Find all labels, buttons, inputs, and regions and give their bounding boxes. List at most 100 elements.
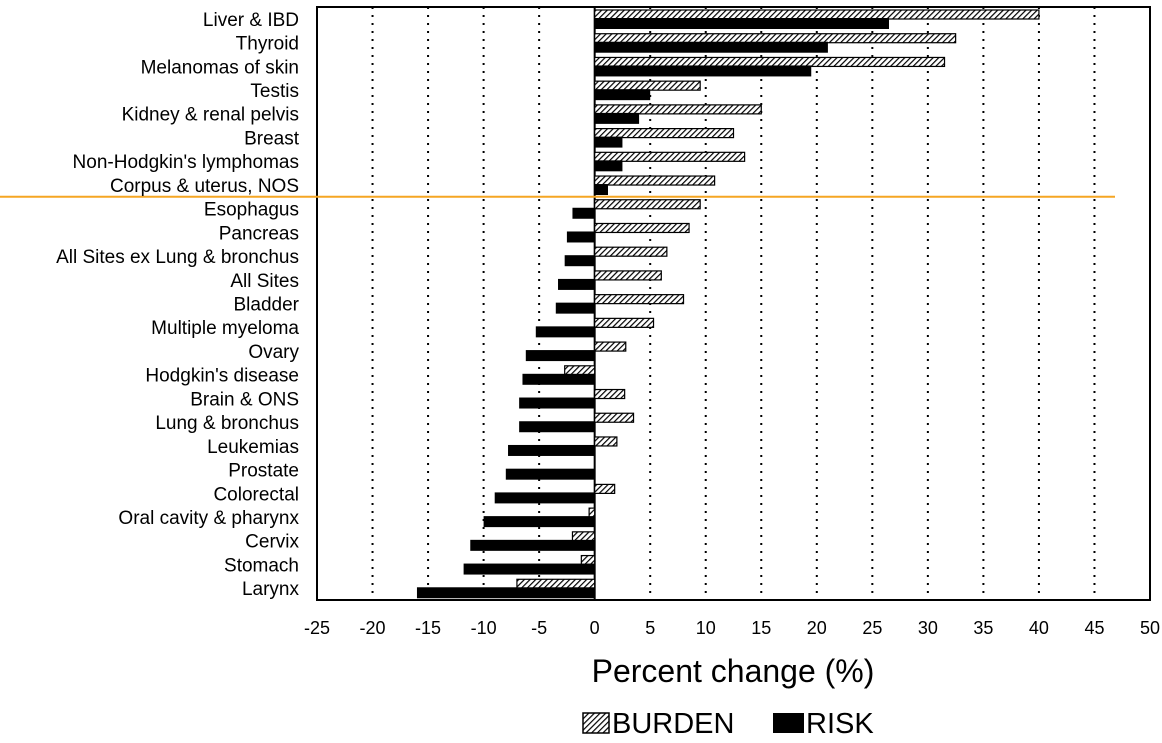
category-label: Breast [244, 128, 300, 149]
bar-burden [594, 294, 685, 305]
bar-risk [494, 492, 595, 504]
bar-burden [594, 436, 618, 447]
x-tick-label: 0 [590, 618, 600, 638]
bar-risk [470, 539, 595, 551]
bar-burden [594, 412, 635, 423]
category-label: Testis [250, 81, 299, 102]
category-label: Melanomas of skin [141, 57, 299, 78]
bar-risk [594, 184, 608, 196]
x-tick-label: -10 [471, 618, 497, 638]
x-tick-label: 45 [1084, 618, 1104, 638]
bar-burden [571, 531, 596, 542]
bar-burden [594, 483, 616, 494]
bar-risk [508, 444, 595, 456]
bar-burden [594, 270, 662, 281]
x-tick-label: -25 [304, 618, 330, 638]
category-label: Colorectal [213, 484, 299, 505]
bar-risk [522, 373, 595, 385]
bar-risk [566, 231, 595, 243]
bar-burden [594, 175, 716, 186]
category-label: Hodgkin's disease [145, 366, 299, 387]
bar-risk [594, 160, 623, 172]
bar-risk [572, 207, 595, 219]
bar-risk [519, 397, 595, 409]
x-axis-title: Percent change (%) [592, 653, 875, 689]
legend: BURDEN RISK [582, 708, 874, 740]
category-label: Bladder [234, 295, 300, 316]
x-tick-label: -5 [531, 618, 547, 638]
category-label: Liver & IBD [203, 10, 299, 31]
x-tick-label: 30 [918, 618, 938, 638]
category-label: Lung & bronchus [155, 413, 299, 434]
bar-risk [594, 136, 623, 148]
bar-burden [588, 507, 596, 518]
x-tick-label: 20 [807, 618, 827, 638]
bar-burden [564, 365, 596, 376]
category-label: All Sites ex Lung & bronchus [56, 247, 299, 268]
bar-burden [594, 151, 746, 162]
bar-burden [594, 56, 946, 68]
bar-burden [594, 104, 762, 115]
x-tick-label: -20 [360, 618, 386, 638]
bar-risk [505, 468, 595, 480]
bar-risk [483, 516, 595, 528]
x-tick-label: 5 [645, 618, 655, 638]
bar-risk [594, 112, 640, 124]
bar-burden [594, 317, 655, 328]
bar-risk [416, 587, 595, 599]
bar-risk [463, 563, 595, 575]
category-label: Esophagus [204, 200, 299, 221]
category-label: Kidney & renal pelvis [122, 105, 299, 126]
x-tick-label: 50 [1140, 618, 1160, 638]
bar-burden [594, 341, 627, 352]
category-label: Corpus & uterus, NOS [110, 176, 299, 197]
bar-risk [558, 278, 595, 290]
bar-burden [594, 9, 1040, 20]
bar-risk [564, 255, 595, 267]
bar-risk [525, 350, 595, 362]
x-tick-label: 40 [1029, 618, 1049, 638]
x-tick-label: 15 [751, 618, 771, 638]
category-label: Ovary [248, 342, 299, 363]
category-label: Larynx [242, 579, 300, 600]
bar-burden [594, 246, 668, 257]
x-tick-label: 25 [862, 618, 882, 638]
bar-burden [594, 33, 957, 44]
bar-burden [594, 80, 701, 91]
bar-risk [535, 326, 595, 338]
bar-risk [594, 41, 828, 53]
category-label: Oral cavity & pharynx [118, 508, 299, 529]
bar-risk [594, 89, 651, 101]
bar-burden [594, 222, 690, 234]
category-label: Non-Hodgkin's lymphomas [73, 152, 299, 173]
bar-risk [594, 18, 889, 29]
bar-burden [594, 199, 701, 210]
category-label: Prostate [228, 461, 299, 482]
legend-swatch-burden [582, 712, 610, 734]
bar-risk [555, 302, 595, 314]
legend-label-burden: BURDEN [612, 708, 734, 738]
x-tick-label: 10 [696, 618, 716, 638]
category-label: Leukemias [207, 437, 299, 458]
category-label: Stomach [224, 555, 299, 576]
legend-swatch-risk [773, 713, 804, 733]
category-label: Pancreas [219, 223, 299, 244]
bar-burden [594, 388, 626, 400]
bar-risk [519, 421, 595, 433]
plot-frame [316, 6, 1151, 601]
x-tick-label: -15 [415, 618, 441, 638]
category-label: Cervix [245, 532, 299, 553]
bar-risk [594, 65, 812, 77]
category-label: Thyroid [236, 34, 299, 55]
bars [416, 9, 1040, 599]
category-label: Multiple myeloma [151, 318, 299, 339]
x-axis-ticks: -25 -20 -15 -10 -5 0 5 10 15 20 25 30 35 40 45 50 [304, 618, 1160, 638]
x-tick-label: 35 [973, 618, 993, 638]
bar-burden [580, 554, 596, 566]
category-label: Brain & ONS [190, 389, 299, 410]
legend-label-risk: RISK [806, 708, 874, 738]
category-label: All Sites [230, 271, 299, 292]
